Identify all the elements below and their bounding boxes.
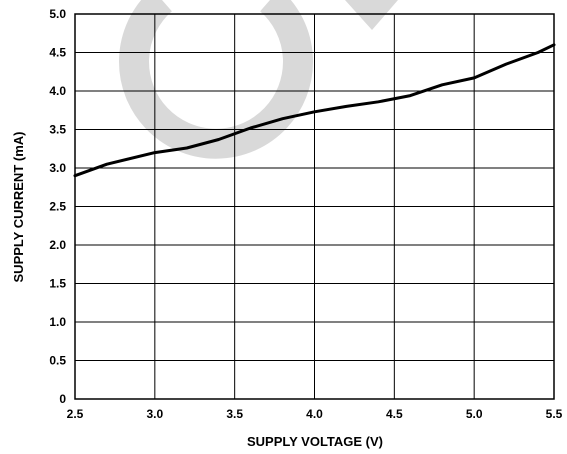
y-tick-label: 4.5 <box>49 46 66 60</box>
plot-frame <box>74 13 555 400</box>
x-tick-label: 4.0 <box>306 407 323 421</box>
y-tick-label: 3.0 <box>49 161 66 175</box>
x-tick-label: 3.5 <box>226 407 243 421</box>
x-tick-label: 4.5 <box>386 407 403 421</box>
x-tick-label: 2.5 <box>67 407 84 421</box>
y-tick-labels: 0 0.5 1.0 1.5 2.0 2.5 3.0 3.5 4.0 4.5 5.0 <box>49 7 66 406</box>
y-tick-label: 0 <box>59 392 66 406</box>
watermark-ring <box>119 0 313 159</box>
y-tick-label: 2.5 <box>49 200 66 214</box>
series-line <box>73 43 556 178</box>
plot-border <box>74 13 555 400</box>
x-tick-label: 5.5 <box>546 407 563 421</box>
y-tick-label: 1.5 <box>49 277 66 291</box>
watermark <box>119 0 398 159</box>
watermark-stroke <box>345 0 398 30</box>
x-tick-label: 5.0 <box>466 407 483 421</box>
y-tick-label: 2.0 <box>49 238 66 252</box>
y-tick-label: 3.5 <box>49 123 66 137</box>
y-tick-label: 4.0 <box>49 84 66 98</box>
x-tick-labels: 2.5 3.0 3.5 4.0 4.5 5.0 5.5 <box>67 407 563 421</box>
x-axis-title: SUPPLY VOLTAGE (V) <box>247 434 383 449</box>
y-axis-title: SUPPLY CURRENT (mA) <box>11 132 26 283</box>
grid <box>74 13 555 400</box>
y-tick-label: 0.5 <box>49 354 66 368</box>
x-tick-label: 3.0 <box>146 407 163 421</box>
y-tick-label: 1.0 <box>49 315 66 329</box>
y-tick-label: 5.0 <box>49 7 66 21</box>
data-series <box>73 43 556 178</box>
